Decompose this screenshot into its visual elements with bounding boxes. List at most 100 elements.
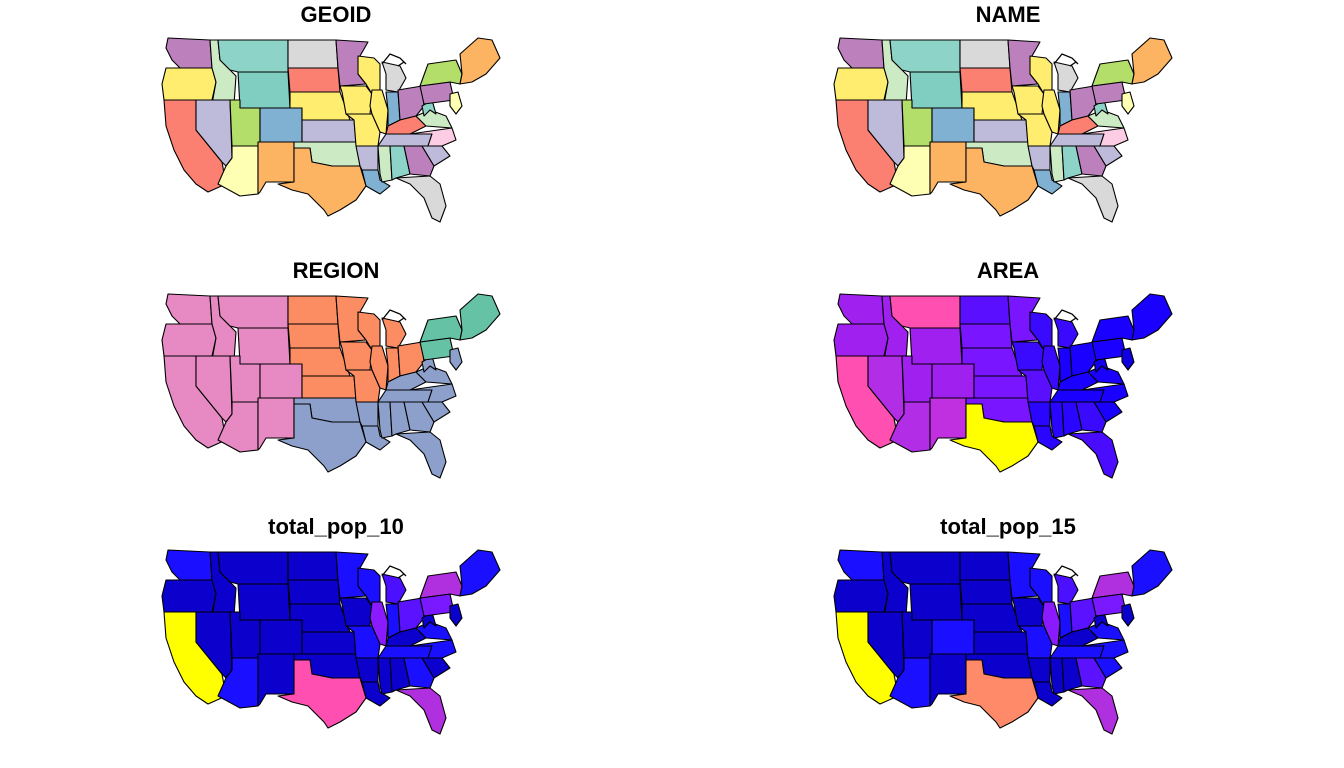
state-ny xyxy=(1091,59,1135,87)
state-or xyxy=(833,579,889,613)
state-wy xyxy=(237,327,291,365)
state-mt xyxy=(889,39,961,73)
panel-title: total_pop_10 xyxy=(268,514,404,539)
panel-title: GEOID xyxy=(300,2,372,27)
state-wa xyxy=(165,549,213,581)
state-co xyxy=(931,619,975,655)
state-ks xyxy=(301,375,357,399)
state-tx xyxy=(277,659,367,729)
state-ne_reg xyxy=(459,37,501,85)
state-sd xyxy=(287,579,341,605)
state-al xyxy=(389,657,411,693)
state-ks xyxy=(973,375,1029,399)
state-mi xyxy=(1053,61,1079,93)
state-nd xyxy=(287,295,339,325)
state-tn xyxy=(1049,389,1105,403)
state-tx xyxy=(277,147,367,217)
state-or xyxy=(161,323,217,357)
state-mi xyxy=(1053,573,1079,605)
state-co xyxy=(931,107,975,143)
state-ia xyxy=(1011,85,1045,115)
state-sd xyxy=(287,323,341,349)
state-co xyxy=(259,107,303,143)
state-or xyxy=(161,67,217,101)
state-tx xyxy=(949,147,1039,217)
us-choropleth-map xyxy=(161,549,501,735)
state-ne_reg xyxy=(1131,549,1173,597)
state-mid xyxy=(449,603,463,627)
state-ny xyxy=(1091,315,1135,343)
state-tn xyxy=(1049,133,1105,147)
map-panel-area: AREA xyxy=(672,256,1344,512)
state-nd xyxy=(287,39,339,69)
state-ny xyxy=(419,59,463,87)
panel-title: AREA xyxy=(976,258,1040,283)
state-ms xyxy=(377,401,393,439)
map-panel-geoid: GEOID xyxy=(0,0,672,256)
panel-title: total_pop_15 xyxy=(940,514,1076,539)
state-wy xyxy=(909,583,963,621)
state-fl xyxy=(1067,431,1119,479)
state-il xyxy=(369,89,389,135)
state-tn xyxy=(1049,645,1105,659)
state-mid xyxy=(449,91,463,115)
state-ks xyxy=(301,631,357,655)
state-ms xyxy=(377,657,393,695)
map-panel-name: NAME xyxy=(672,0,1344,256)
us-choropleth-map xyxy=(833,549,1173,735)
state-wa xyxy=(837,549,885,581)
state-ks xyxy=(301,119,357,143)
state-wa xyxy=(837,293,885,325)
state-mi xyxy=(381,317,407,349)
state-tn xyxy=(377,133,433,147)
state-tn xyxy=(377,645,433,659)
state-mid xyxy=(449,347,463,371)
state-ne_reg xyxy=(1131,37,1173,85)
state-or xyxy=(833,323,889,357)
state-fl xyxy=(395,431,447,479)
state-ia xyxy=(1011,597,1045,627)
state-mt xyxy=(217,39,289,73)
state-al xyxy=(1061,145,1083,181)
state-fl xyxy=(395,687,447,735)
state-sd xyxy=(959,323,1013,349)
state-mt xyxy=(217,551,289,585)
us-choropleth-map xyxy=(833,293,1173,479)
state-fl xyxy=(1067,175,1119,223)
panel-title: REGION xyxy=(292,258,380,283)
state-ne_reg xyxy=(459,549,501,597)
state-co xyxy=(931,363,975,399)
state-wy xyxy=(237,583,291,621)
state-mid xyxy=(1121,347,1135,371)
state-sd xyxy=(287,67,341,93)
state-ms xyxy=(1049,145,1065,183)
state-mid xyxy=(1121,91,1135,115)
state-mt xyxy=(889,551,961,585)
state-la xyxy=(1033,425,1063,451)
state-ny xyxy=(1091,571,1135,599)
state-ia xyxy=(339,85,373,115)
state-ia xyxy=(339,341,373,371)
state-mi xyxy=(381,573,407,605)
panel-title: NAME xyxy=(975,2,1041,27)
state-la xyxy=(1033,169,1063,195)
state-ia xyxy=(1011,341,1045,371)
state-wa xyxy=(165,37,213,69)
state-mt xyxy=(217,295,289,329)
state-oh xyxy=(397,341,425,377)
state-sd xyxy=(959,67,1013,93)
state-al xyxy=(389,401,411,437)
state-mi xyxy=(381,61,407,93)
state-al xyxy=(1061,401,1083,437)
state-wy xyxy=(909,327,963,365)
state-wy xyxy=(909,71,963,109)
state-nd xyxy=(287,551,339,581)
state-oh xyxy=(397,597,425,633)
coastline xyxy=(381,53,407,67)
us-choropleth-map xyxy=(161,293,501,479)
coastline xyxy=(1053,309,1079,323)
state-co xyxy=(259,619,303,655)
state-co xyxy=(259,363,303,399)
state-tn xyxy=(377,389,433,403)
state-il xyxy=(369,345,389,391)
